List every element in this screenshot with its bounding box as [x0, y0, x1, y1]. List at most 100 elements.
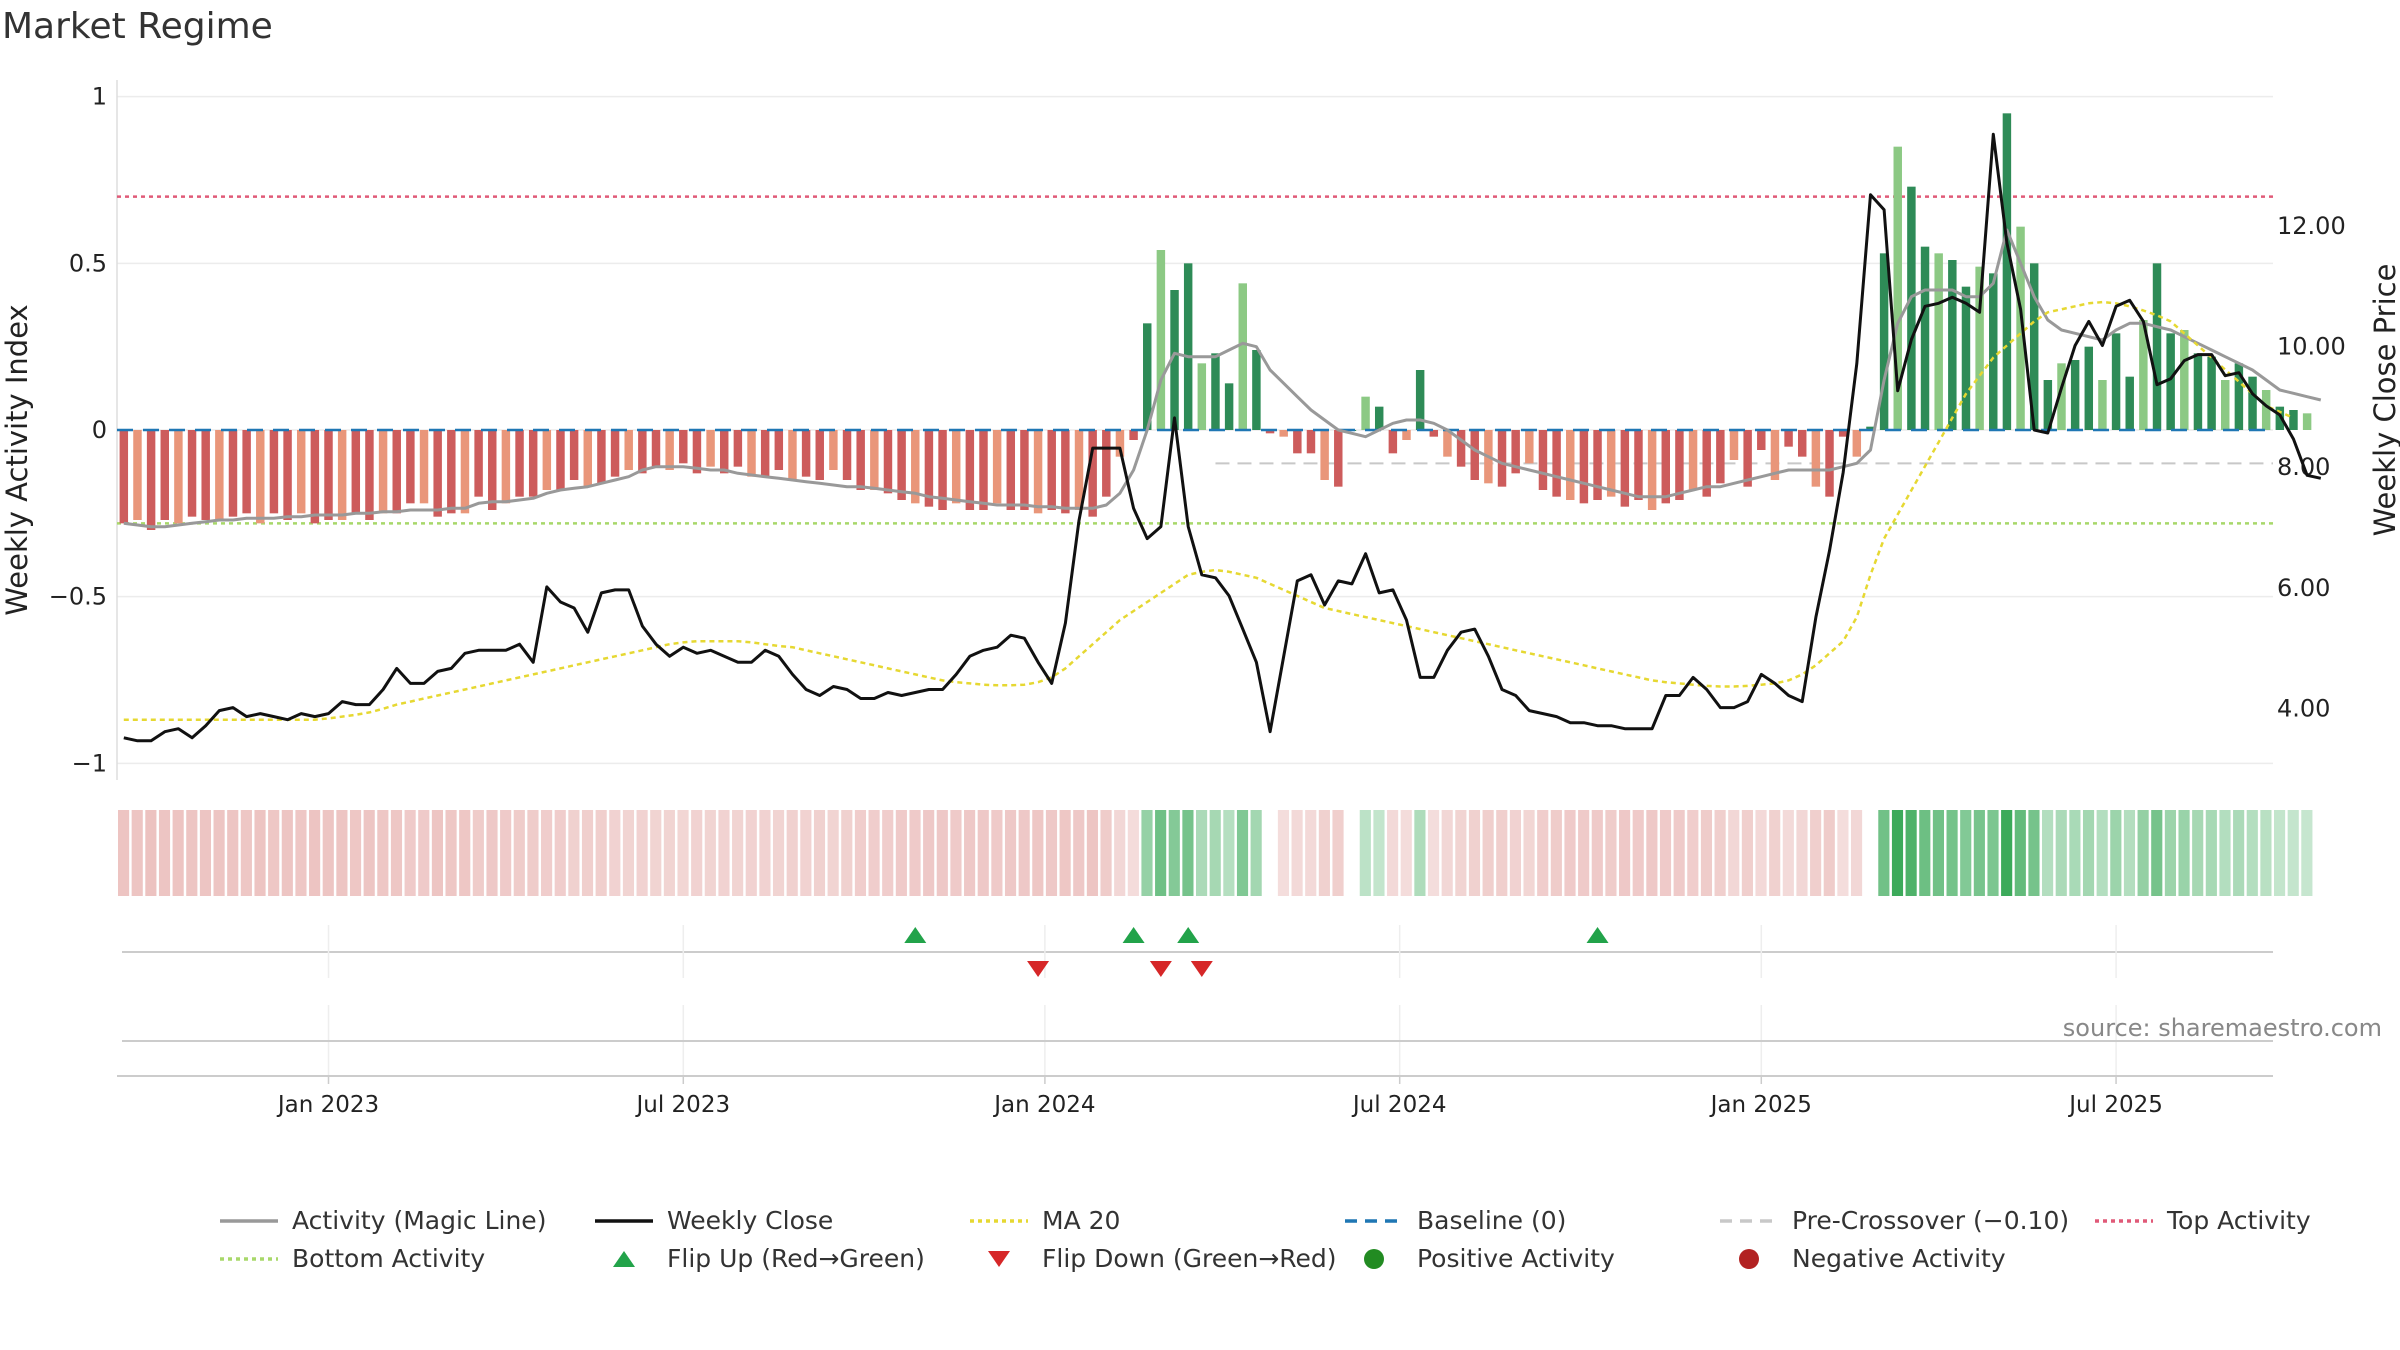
activity-bar [965, 430, 975, 510]
regime-strip-cell [295, 810, 307, 896]
legend-item: Negative Activity [1720, 1244, 2006, 1273]
activity-bar [406, 430, 415, 504]
regime-strip-cell [991, 810, 1003, 896]
regime-strip-cell [1919, 810, 1931, 896]
legend-label: Positive Activity [1417, 1244, 1615, 1273]
legend-item: Baseline (0) [1345, 1206, 1566, 1235]
regime-strip-cell [2246, 810, 2258, 896]
x-tick-label: Jan 2024 [992, 1092, 1095, 1118]
flip-up-marker [1177, 927, 1200, 943]
regime-strip-cell [336, 810, 348, 896]
y2-tick-label: 6.00 [2277, 574, 2330, 602]
activity-bar [911, 430, 920, 504]
regime-strip-cell [2014, 810, 2026, 896]
activity-bar [2221, 380, 2230, 430]
regime-strip-cell [1605, 810, 1617, 896]
activity-bar [228, 430, 238, 517]
regime-strip-cell [1291, 810, 1303, 896]
x-tick-label: Jul 2024 [1351, 1092, 1447, 1118]
activity-bar [1675, 430, 1684, 500]
activity-bar [1074, 430, 1084, 510]
regime-strip-cell [1168, 810, 1180, 896]
activity-bar [951, 430, 961, 504]
regime-strip-cell [1810, 810, 1822, 896]
activity-bar [1838, 430, 1848, 437]
activity-bar [829, 430, 838, 470]
activity-bar [269, 430, 279, 514]
regime-strip-cell [568, 810, 580, 896]
regime-strip-cell [595, 810, 607, 896]
activity-bar [460, 430, 470, 514]
regime-strip-cell [1796, 810, 1808, 896]
regime-strip-cell [677, 810, 689, 896]
regime-strip-cell [172, 810, 184, 896]
regime-strip-cell [882, 810, 894, 896]
regime-strip-cell [622, 810, 635, 896]
activity-bar [1538, 430, 1548, 490]
activity-bar [1183, 263, 1193, 430]
regime-strip-cell [1373, 810, 1385, 896]
regime-strip-cell [827, 810, 839, 896]
activity-bar [1033, 430, 1043, 514]
regime-strip-cell [2219, 810, 2231, 896]
activity-bar [597, 430, 606, 484]
regime-strip-cell [527, 810, 539, 896]
regime-strip-cell [431, 810, 443, 896]
activity-bar [2152, 263, 2162, 430]
activity-bar [474, 430, 483, 497]
regime-strip-cell [2028, 810, 2040, 896]
regime-strip-cell [841, 810, 853, 896]
y-tick-label: 0.5 [69, 249, 107, 277]
regime-strip-cell [718, 810, 730, 896]
activity-bar [1047, 430, 1056, 510]
activity-bar [774, 430, 784, 470]
regime-strip-cell [2137, 810, 2149, 896]
regime-strip-cell [1496, 810, 1508, 896]
regime-strip-cell [404, 810, 416, 896]
activity-bar [2070, 360, 2080, 430]
regime-strip-cell [2042, 810, 2054, 896]
activity-bar [119, 430, 129, 524]
activity-bar [1784, 430, 1793, 447]
regime-strip-cell [745, 810, 757, 896]
legend-item: Positive Activity [1345, 1244, 1615, 1273]
activity-bar [1852, 430, 1862, 457]
regime-strip-cell [2110, 810, 2122, 896]
activity-bar [1934, 253, 1943, 430]
activity-bar [706, 430, 715, 467]
activity-bar [1770, 430, 1780, 480]
activity-bar [842, 430, 852, 480]
x-tick-label: Jul 2023 [634, 1092, 730, 1118]
regime-strip-cell [636, 810, 648, 896]
legend-item: Flip Up (Red→Green) [595, 1244, 925, 1273]
activity-bar [1265, 430, 1275, 434]
regime-strip-cell [118, 810, 130, 896]
regime-strip-cell [1646, 810, 1658, 896]
regime-strip-cell [1932, 810, 1945, 896]
y-tick-label: 0 [92, 416, 107, 444]
activity-bar [1688, 430, 1698, 490]
activity-bar [1320, 430, 1329, 480]
regime-strip-cell [1359, 810, 1371, 896]
regime-strip-cell [1236, 810, 1249, 896]
activity-bar [2139, 320, 2148, 430]
activity-bar [1402, 430, 1411, 440]
activity-bar [569, 430, 579, 480]
regime-strip-cell [1769, 810, 1781, 896]
regime-strip-cell [581, 810, 594, 896]
legend-label: Activity (Magic Line) [292, 1206, 547, 1235]
legend-item: Flip Down (Green→Red) [970, 1244, 1337, 1273]
regime-strip-cell [1946, 810, 1958, 896]
activity-bar [201, 430, 210, 520]
y-tick-label: −0.5 [49, 583, 107, 611]
regime-strip-cell [1196, 810, 1208, 896]
regime-strip-cell [1782, 810, 1794, 896]
activity-bar [1907, 186, 1916, 430]
activity-bar [2111, 333, 2121, 430]
legend-line-swatch [1345, 1218, 1403, 1223]
activity-bar [2302, 413, 2312, 430]
regime-strip-cell [186, 810, 198, 896]
regime-strip-cell [2082, 810, 2095, 896]
chart-title: Market Regime [2, 6, 273, 47]
regime-strip-cell [2205, 810, 2217, 896]
